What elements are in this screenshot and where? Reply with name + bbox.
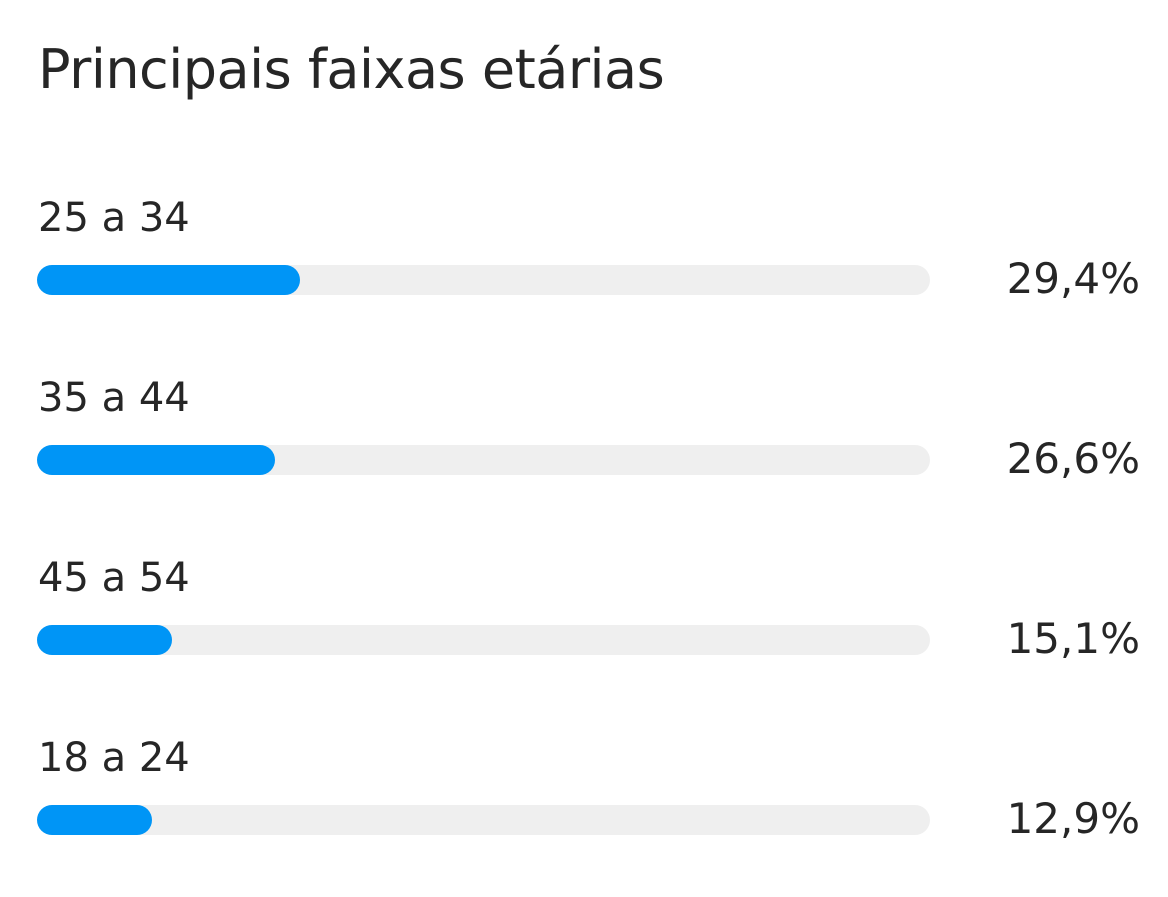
bar-value-label: 26,6% xyxy=(1006,434,1140,483)
bar-row: 18 a 24 12,9% xyxy=(0,736,1168,876)
bar-fill xyxy=(37,805,152,835)
bar-value-label: 15,1% xyxy=(1006,614,1140,663)
bar-row: 45 a 54 15,1% xyxy=(0,556,1168,696)
bar-fill xyxy=(37,625,172,655)
bar-category-label: 45 a 54 xyxy=(38,555,190,601)
bar-row: 25 a 34 29,4% xyxy=(0,196,1168,336)
bar-value-label: 29,4% xyxy=(1006,254,1140,303)
bar-track xyxy=(37,265,930,295)
bar-category-label: 35 a 44 xyxy=(38,375,190,421)
bar-track xyxy=(37,445,930,475)
chart-title: Principais faixas etárias xyxy=(38,38,665,101)
bar-fill xyxy=(37,265,300,295)
bar-track xyxy=(37,625,930,655)
bar-value-label: 12,9% xyxy=(1006,794,1140,843)
bar-category-label: 25 a 34 xyxy=(38,195,190,241)
bar-category-label: 18 a 24 xyxy=(38,735,190,781)
bar-track xyxy=(37,805,930,835)
bar-fill xyxy=(37,445,275,475)
bar-row: 35 a 44 26,6% xyxy=(0,376,1168,516)
